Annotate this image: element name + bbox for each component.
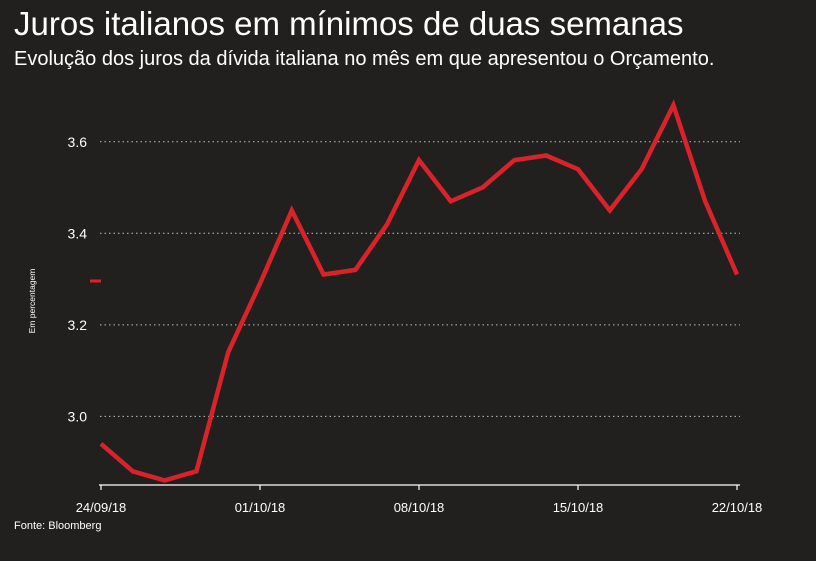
series-layer — [99, 99, 740, 483]
x-tick-label: 08/10/18 — [394, 500, 445, 515]
x-tick-label: 01/10/18 — [235, 500, 286, 515]
x-tick-label: 24/09/18 — [76, 500, 127, 515]
x-axis-ticks: 24/09/18 01/10/18 08/10/18 15/10/18 22/10/18 — [76, 485, 763, 515]
y-tick-label: 3.6 — [68, 134, 88, 150]
chart-title: Juros italianos em mínimos de duas seman… — [14, 5, 684, 42]
y-tick-label: 3.0 — [68, 408, 88, 424]
y-tick-label: 3.4 — [68, 225, 88, 241]
x-tick-label: 15/10/18 — [553, 500, 604, 515]
chart-subtitle: Evolução dos juros da dívida italiana no… — [14, 48, 715, 70]
y-tick-label: 3.2 — [68, 317, 88, 333]
source-note: Fonte: Bloomberg — [14, 520, 102, 532]
y-axis-ticks: 3.0 3.2 3.4 3.6 — [68, 134, 88, 425]
series-line — [99, 99, 740, 483]
y-axis-label: Em percentagem — [27, 269, 37, 334]
x-tick-label: 22/10/18 — [712, 500, 763, 515]
gridlines — [100, 141, 740, 417]
